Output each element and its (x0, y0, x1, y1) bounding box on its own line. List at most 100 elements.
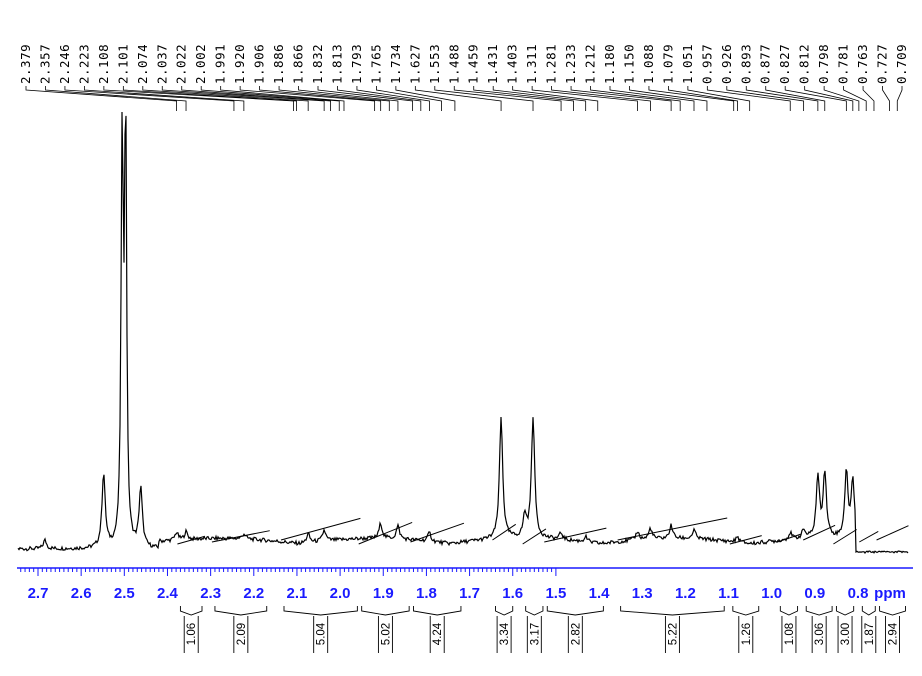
integral-value: 1.08 (784, 623, 796, 645)
peak-label: 0.827 (777, 44, 792, 84)
x-tick-label: 0.8 (848, 585, 869, 602)
integral-value: 3.06 (814, 623, 826, 645)
peak-connector (200, 86, 340, 111)
peak-label: 1.920 (232, 44, 247, 84)
peak-connector (414, 86, 502, 111)
integral-bracket (861, 606, 876, 616)
peak-label: 1.765 (368, 44, 383, 84)
integral-trace (833, 529, 857, 545)
peak-label: 0.877 (758, 44, 773, 84)
x-tick-label: 1.8 (416, 585, 437, 602)
x-tick-label: 1.9 (373, 585, 394, 602)
peak-label: 2.357 (37, 44, 52, 84)
peak-label: 1.431 (485, 44, 500, 84)
peak-label: 0.727 (875, 44, 890, 84)
peak-connector (492, 86, 587, 111)
peak-label: 1.051 (680, 44, 695, 84)
peak-connector (512, 86, 599, 111)
integral-bracket (546, 606, 604, 616)
x-tick-label: 1.3 (632, 585, 653, 602)
peak-label: 1.311 (524, 44, 539, 84)
x-tick-label: 2.5 (114, 585, 135, 602)
peak-connector (648, 86, 735, 111)
peak-label: 0.812 (797, 44, 812, 84)
peak-label: 2.037 (154, 44, 169, 84)
integral-trace (358, 521, 413, 545)
peak-connector (609, 86, 695, 111)
x-tick-label: 1.2 (675, 585, 696, 602)
peak-connector (395, 86, 456, 111)
peak-connector (220, 86, 345, 111)
peak-connector (765, 86, 826, 111)
peak-connector (784, 86, 847, 111)
peak-connector (298, 86, 399, 111)
peak-connector (629, 86, 708, 111)
integral-trace (876, 525, 909, 541)
integral-bracket (179, 606, 203, 616)
peak-label: 0.957 (699, 44, 714, 84)
peak-label: 1.906 (252, 44, 267, 84)
peak-label: 1.488 (446, 44, 461, 84)
x-tick-label: 1.5 (545, 585, 566, 602)
peak-connector (570, 86, 672, 111)
integral-value: 2.94 (888, 622, 900, 645)
x-tick-label: 2.4 (157, 585, 179, 602)
peak-label: 0.763 (855, 44, 870, 84)
peak-label: 2.108 (96, 44, 111, 84)
peak-connector (278, 86, 390, 111)
integral-value: 5.22 (667, 623, 679, 645)
integral-bracket (361, 606, 410, 616)
integral-bracket (732, 606, 760, 616)
peak-connector (337, 86, 422, 111)
spectrum-trace (17, 111, 909, 554)
integral-trace (177, 535, 206, 545)
x-tick-label: 1.4 (589, 585, 611, 602)
integral-value: 3.17 (529, 623, 541, 645)
peak-connector (706, 86, 791, 111)
x-axis-unit-label: ppm (874, 585, 906, 602)
integral-value: 4.24 (432, 622, 444, 645)
peak-connector (84, 86, 245, 111)
peak-connector (473, 86, 574, 111)
x-tick-label: 1.7 (459, 585, 480, 602)
peak-label: 1.233 (563, 44, 578, 84)
peak-label: 2.223 (76, 44, 91, 84)
integral-trace (859, 531, 879, 543)
peak-label: 1.212 (583, 44, 598, 84)
x-tick-label: 1.1 (718, 585, 739, 602)
peak-connector (862, 86, 875, 111)
integral-value: 1.87 (864, 623, 876, 645)
peak-label: 1.553 (427, 44, 442, 84)
peak-connector (687, 86, 751, 111)
integral-trace-group (177, 517, 909, 545)
x-tick-label: 1.0 (761, 585, 782, 602)
peak-label: 0.781 (836, 44, 851, 84)
integral-value: 3.00 (840, 623, 852, 645)
peak-label: 1.403 (505, 44, 520, 84)
peak-connector (45, 86, 187, 111)
peak-connector (434, 86, 534, 111)
integral-value: 2.09 (236, 623, 248, 645)
peak-label: 1.088 (641, 44, 656, 84)
peak-label: 1.150 (621, 44, 636, 84)
integral-trace (280, 517, 361, 541)
peak-label: 0.798 (816, 44, 831, 84)
integral-bracket (495, 606, 514, 616)
peak-connector (453, 86, 562, 111)
integral-bracket (214, 606, 268, 616)
peak-connector (356, 86, 430, 111)
x-axis: 2.7 2.6 2.5 2.4 2.3 2.2 2.1 2.0 1.9 1.8 1.7 1.6 1.5 1… (17, 567, 913, 602)
peak-label: 1.813 (329, 44, 344, 84)
peak-label-group: 2.379 2.357 2.246 2.223 2.108 2.101 2.074 2.037… (18, 44, 909, 84)
peak-label: 1.180 (602, 44, 617, 84)
peak-connector (161, 86, 325, 111)
peak-connector (317, 86, 414, 111)
integral-bracket (779, 606, 799, 616)
peak-label: 1.832 (310, 44, 325, 84)
x-tick-label: 1.6 (502, 585, 523, 602)
integral-bracket (525, 606, 544, 616)
integral-trace (522, 528, 547, 545)
peak-connector (745, 86, 819, 111)
peak-connector (726, 86, 805, 111)
